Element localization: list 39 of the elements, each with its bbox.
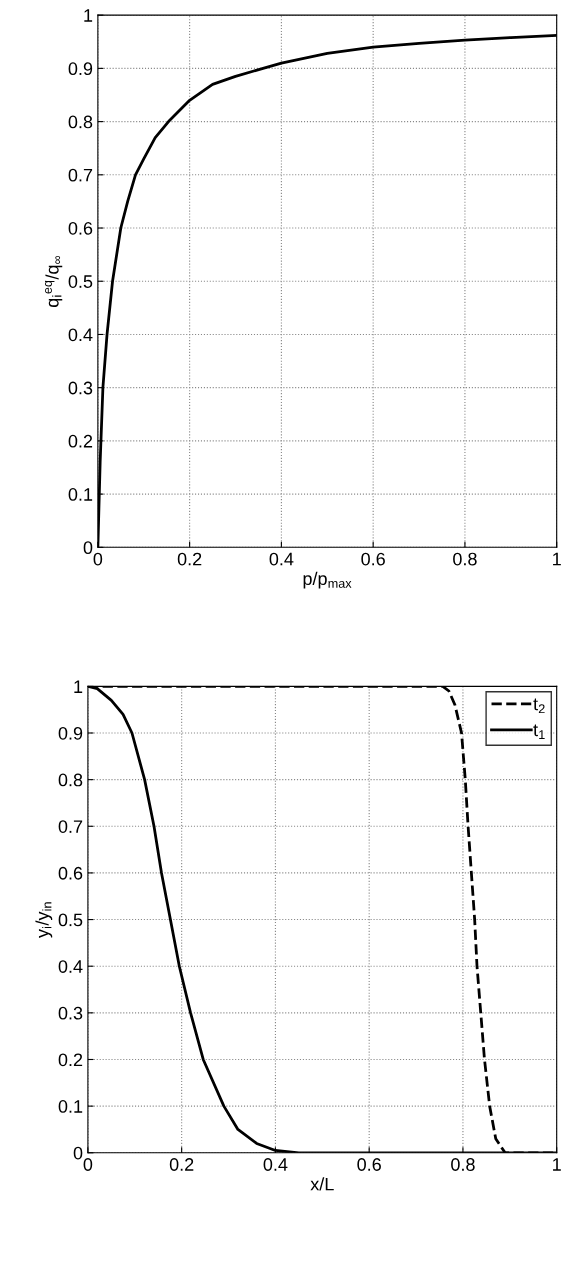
y-axis-title: y$_{i}$/y$_{in}$ xyxy=(35,902,53,939)
x-axis-title: x/L xyxy=(310,1177,334,1191)
x-tick-label: 0 xyxy=(93,552,103,566)
x-tick-label: 1 xyxy=(553,552,561,566)
y-tick-label: 1 xyxy=(74,680,83,693)
x-tick-label: 1 xyxy=(553,1158,561,1171)
y-tick-label: 0.8 xyxy=(68,115,93,129)
legend-label: t$_{2}$ xyxy=(533,698,545,714)
y-tick-label: 0.5 xyxy=(58,913,83,927)
x-tick-label: 0.6 xyxy=(361,552,385,566)
y-tick-label: 0.4 xyxy=(68,328,93,342)
y-tick-label: 1 xyxy=(84,9,93,22)
x-tick-label: 0.6 xyxy=(357,1158,381,1171)
y-tick-label: 0.7 xyxy=(58,820,83,833)
x-tick-label: 0.4 xyxy=(269,552,294,566)
x-tick-label: 0.4 xyxy=(263,1158,288,1171)
y-tick-label: 0.6 xyxy=(68,221,93,235)
y-axis-title: q$_{i}$$^{eq}$/q$_{∞}$ xyxy=(45,255,63,308)
y-tick-label: 0.2 xyxy=(68,434,93,448)
y-tick-label: 0.1 xyxy=(68,488,93,501)
y-tick-label: 0.2 xyxy=(58,1053,83,1067)
y-tick-label: 0.5 xyxy=(68,275,93,288)
y-tick-label: 0.7 xyxy=(68,168,93,182)
x-tick-label: 0.8 xyxy=(453,552,477,566)
y-tick-label: 0.3 xyxy=(68,381,93,395)
y-tick-label: 0.9 xyxy=(68,62,93,76)
y-tick-label: 0.1 xyxy=(58,1100,83,1113)
x-axis-title: p/p$_{max}$ xyxy=(303,571,352,589)
legend-label: t$_{1}$ xyxy=(533,724,545,739)
y-tick-label: 0.3 xyxy=(58,1006,83,1020)
x-tick-label: 0.2 xyxy=(177,552,202,566)
y-tick-label: 0 xyxy=(83,541,93,555)
y-tick-label: 0.9 xyxy=(58,726,83,740)
x-tick-label: 0.8 xyxy=(451,1158,475,1171)
y-tick-label: 0.4 xyxy=(58,960,83,973)
y-tick-label: 0.6 xyxy=(58,866,83,880)
y-tick-label: 0.8 xyxy=(58,773,83,787)
x-tick-label: 0.2 xyxy=(169,1158,194,1171)
y-tick-label: 0 xyxy=(73,1146,83,1160)
